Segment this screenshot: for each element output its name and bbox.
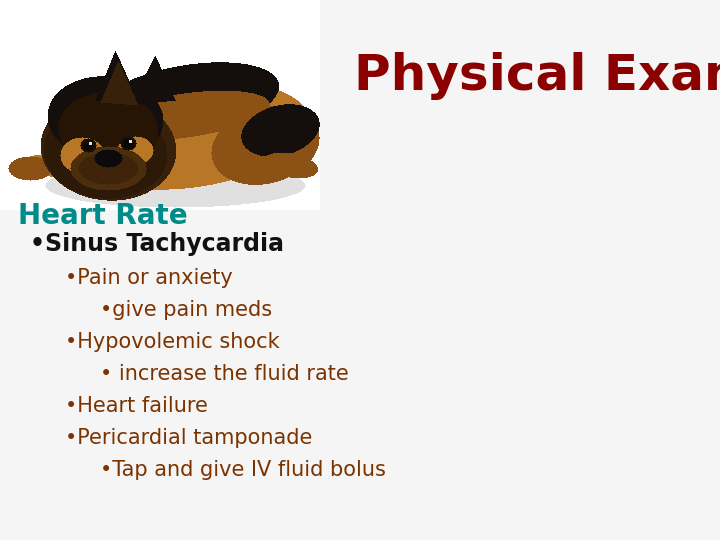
Text: • increase the fluid rate: • increase the fluid rate (100, 364, 348, 384)
Text: •Pericardial tamponade: •Pericardial tamponade (65, 428, 312, 448)
Text: Heart Rate: Heart Rate (18, 202, 188, 230)
Text: •Sinus Tachycardia: •Sinus Tachycardia (30, 232, 284, 256)
Text: Physical Exam: Physical Exam (354, 52, 720, 100)
Text: •Heart failure: •Heart failure (65, 396, 208, 416)
Text: •Tap and give IV fluid bolus: •Tap and give IV fluid bolus (100, 460, 386, 480)
Text: •Pain or anxiety: •Pain or anxiety (65, 268, 233, 288)
Text: •Hypovolemic shock: •Hypovolemic shock (65, 332, 279, 352)
Text: •give pain meds: •give pain meds (100, 300, 272, 320)
